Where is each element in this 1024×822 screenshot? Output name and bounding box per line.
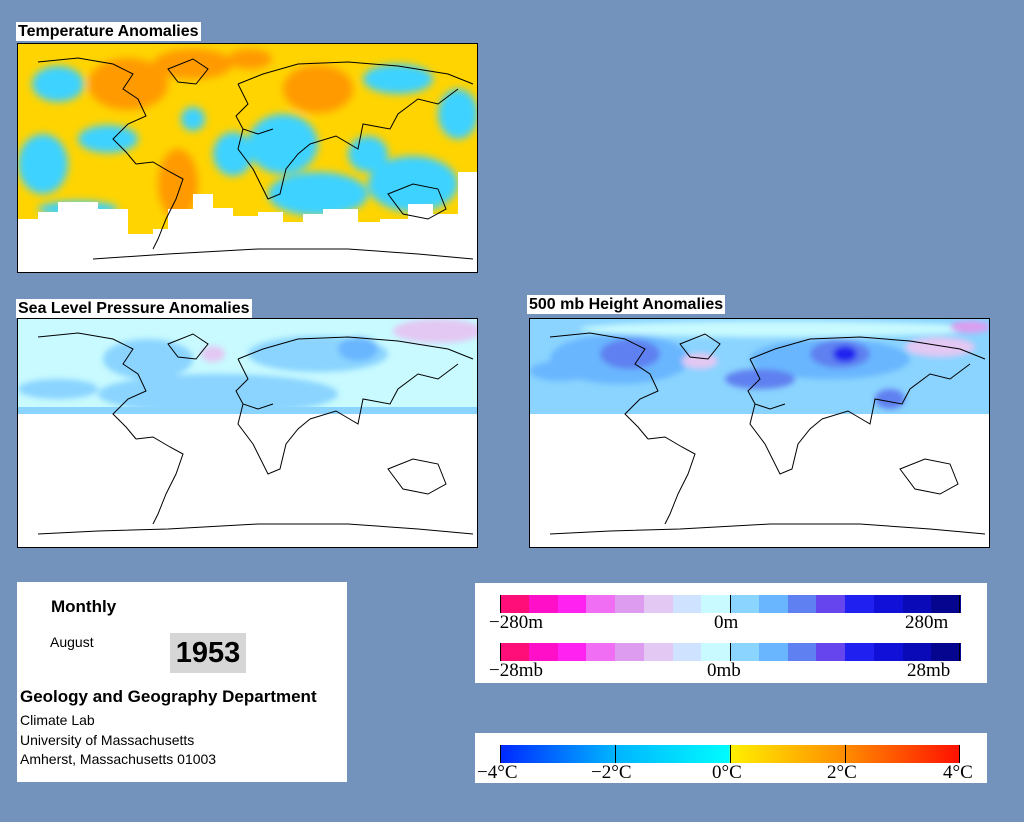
color-swatch	[643, 643, 673, 661]
color-swatch	[758, 595, 788, 613]
temp-label-minus2: −2°C	[591, 762, 632, 783]
color-swatch	[701, 595, 731, 613]
color-swatch	[873, 643, 903, 661]
color-bar-tick	[959, 595, 960, 613]
color-swatch	[643, 595, 673, 613]
height-pressure-legend: −280m 0m 280m −28mb 0mb 28mb	[475, 583, 987, 683]
color-swatch	[902, 595, 932, 613]
period-label: Monthly	[51, 597, 117, 616]
temperature-map-title: Temperature Anomalies	[16, 22, 201, 41]
color-swatch	[672, 643, 702, 661]
slp-map-title: Sea Level Pressure Anomalies	[16, 299, 252, 318]
color-swatch	[586, 595, 616, 613]
height-label-min: −280m	[489, 612, 543, 633]
pressure-label-max: 28mb	[907, 660, 951, 681]
university-name: University of Massachusetts	[20, 732, 195, 748]
color-swatch	[902, 643, 932, 661]
color-swatch	[500, 643, 530, 661]
color-bar-tick	[959, 643, 960, 661]
temp-label-zero: 0°C	[712, 762, 742, 783]
height-label-zero: 0m	[714, 612, 739, 633]
color-swatch	[787, 643, 817, 661]
color-swatch	[931, 643, 961, 661]
year-label: 1953	[170, 633, 246, 673]
temp-label-minus4: −4°C	[477, 762, 518, 783]
color-swatch	[758, 643, 788, 661]
height-label-max: 280m	[905, 612, 949, 633]
height-color-bar	[500, 595, 961, 613]
address: Amherst, Massachusetts 01003	[20, 751, 217, 767]
color-swatch	[873, 595, 903, 613]
color-bar-tick	[500, 745, 501, 763]
color-swatch	[701, 643, 731, 661]
color-bar-tick	[730, 745, 731, 763]
color-swatch	[816, 643, 846, 661]
color-swatch	[845, 595, 875, 613]
temperature-anomaly-map	[17, 43, 478, 273]
color-swatch	[787, 595, 817, 613]
color-bar-tick	[615, 745, 616, 763]
color-swatch	[845, 643, 875, 661]
pressure-label-zero: 0mb	[707, 660, 741, 681]
color-swatch	[730, 595, 760, 613]
color-bar-tick	[730, 595, 731, 613]
color-bar-tick	[500, 595, 501, 613]
month-label: August	[50, 634, 94, 650]
color-bar-tick	[845, 745, 846, 763]
slp-anomaly-map	[17, 318, 478, 548]
temperature-color-bar	[500, 745, 960, 763]
color-swatch	[557, 643, 587, 661]
color-swatch	[615, 595, 645, 613]
height-map-title: 500 mb Height Anomalies	[527, 295, 726, 314]
height-anomaly-map	[529, 318, 990, 548]
temp-label-plus2: 2°C	[827, 762, 857, 783]
info-panel: Monthly August 1953 Geology and Geograph…	[17, 582, 347, 782]
color-swatch	[615, 643, 645, 661]
color-swatch	[730, 643, 760, 661]
temperature-legend: −4°C −2°C 0°C 2°C 4°C	[475, 733, 987, 783]
department-name: Geology and Geography Department	[20, 687, 317, 706]
color-swatch	[500, 595, 530, 613]
color-swatch	[586, 643, 616, 661]
color-swatch	[672, 595, 702, 613]
color-swatch	[528, 595, 558, 613]
color-bar-tick	[500, 643, 501, 661]
lab-name: Climate Lab	[20, 712, 95, 728]
color-bar-tick	[730, 643, 731, 661]
color-swatch	[557, 595, 587, 613]
pressure-label-min: −28mb	[489, 660, 543, 681]
color-bar-tick	[959, 745, 960, 763]
color-swatch	[931, 595, 961, 613]
pressure-color-bar	[500, 643, 961, 661]
temp-label-plus4: 4°C	[943, 762, 973, 783]
color-swatch	[528, 643, 558, 661]
color-swatch	[816, 595, 846, 613]
